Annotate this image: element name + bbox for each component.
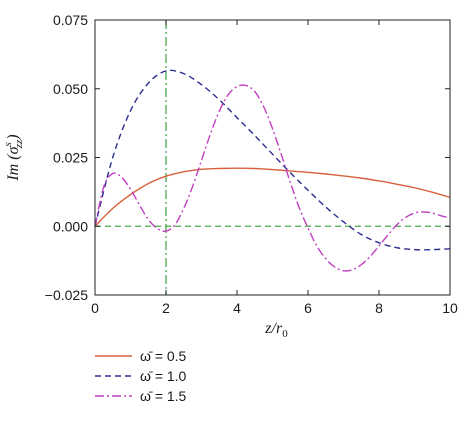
y-tick-label: 0.025	[53, 150, 88, 166]
y-axis-label: Im (σszz)	[2, 134, 25, 181]
series-line-1	[95, 167, 450, 227]
legend-label-2: ω̄ = 1.0	[140, 368, 187, 384]
legend-label-1: ω̄ = 0.5	[140, 348, 187, 364]
legend-label-3: ω̄ = 1.5	[140, 388, 187, 404]
x-tick-label: 2	[162, 300, 170, 316]
y-axis: −0.025 0.000 0.025 0.050 0.075	[45, 12, 450, 303]
series-line-3	[95, 84, 450, 272]
x-axis-label-main: z/r	[264, 320, 283, 337]
reference-lines	[95, 20, 450, 295]
series-line-2	[95, 69, 450, 251]
y-axis-label-superscript: s	[2, 142, 14, 146]
legend: ω̄ = 0.5 ω̄ = 1.0 ω̄ = 1.5	[95, 348, 187, 404]
x-tick-label: 10	[442, 300, 458, 316]
y-tick-label: 0.000	[53, 218, 88, 234]
x-tick-label: 8	[375, 300, 383, 316]
y-axis-label-prefix: Im (σ	[5, 145, 22, 181]
x-tick-label: 6	[304, 300, 312, 316]
x-axis: 0 2 4 6 8 10	[91, 20, 458, 316]
x-tick-label: 4	[233, 300, 241, 316]
y-tick-label: −0.025	[45, 287, 88, 303]
y-tick-label: 0.050	[53, 81, 88, 97]
y-axis-label-subscript: zz	[13, 139, 25, 149]
plot-frame	[94, 19, 451, 296]
y-tick-label: 0.075	[53, 12, 88, 28]
series-lines	[95, 69, 450, 272]
x-axis-label-subscript: 0	[282, 328, 288, 340]
x-axis-label: z/r0	[264, 320, 288, 340]
y-axis-label-suffix: )	[5, 134, 22, 140]
x-tick-label: 0	[91, 300, 99, 316]
